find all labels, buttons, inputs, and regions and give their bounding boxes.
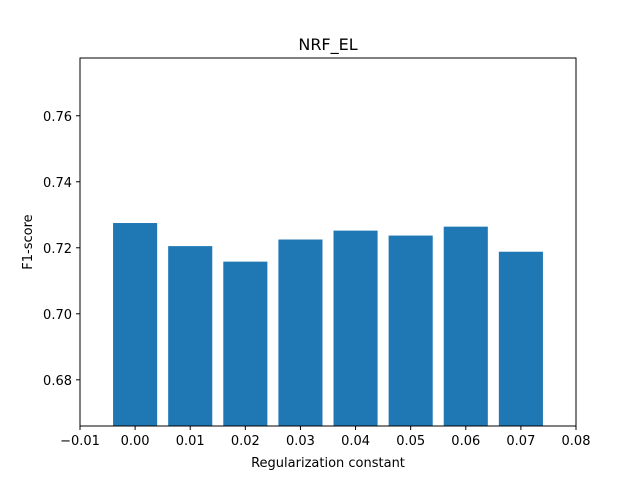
x-tick-label: 0.06 <box>451 434 480 449</box>
x-tick-label: 0.04 <box>341 434 370 449</box>
y-tick-label: 0.72 <box>43 242 72 257</box>
y-tick-label: 0.68 <box>43 374 72 389</box>
plot-frame <box>79 57 577 427</box>
x-axis-ticks: −0.01 0.00 0.01 0.02 0.03 0.04 0.05 0.06 0.07 0.0… <box>60 426 590 449</box>
x-tick-label: 0.03 <box>286 434 315 449</box>
x-tick-label: 0.07 <box>506 434 535 449</box>
bar-2 <box>223 261 268 426</box>
bar-4 <box>333 230 378 426</box>
y-axis-ticks: 0.68 0.70 0.72 0.74 0.76 <box>43 110 80 389</box>
y-tick-label: 0.76 <box>43 110 72 125</box>
x-tick-label: 0.08 <box>562 434 591 449</box>
y-tick-label: 0.74 <box>43 176 72 191</box>
x-tick-label: −0.01 <box>60 434 100 449</box>
y-axis-label: F1-score <box>21 214 36 269</box>
bar-3 <box>278 239 323 426</box>
x-tick-label: 0.05 <box>396 434 425 449</box>
x-axis-label: Regularization constant <box>251 456 405 471</box>
bar-5 <box>388 235 433 426</box>
y-tick-label: 0.70 <box>43 308 72 323</box>
bar-7 <box>498 251 543 426</box>
bar-0 <box>113 223 158 426</box>
x-tick-label: 0.01 <box>176 434 205 449</box>
bar-1 <box>168 246 213 426</box>
bars-group <box>113 223 543 426</box>
bar-6 <box>443 226 488 426</box>
chart-title: NRF_EL <box>298 35 357 55</box>
x-tick-label: 0.00 <box>121 434 150 449</box>
x-tick-label: 0.02 <box>231 434 260 449</box>
